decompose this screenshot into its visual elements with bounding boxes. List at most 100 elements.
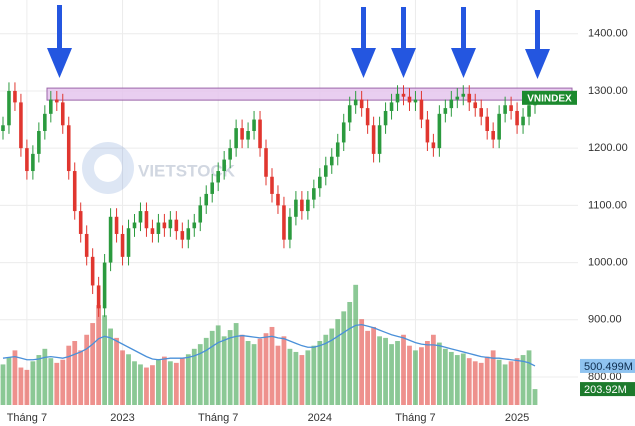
candle-body xyxy=(144,211,149,229)
volume-bar xyxy=(502,364,508,405)
volume-bar xyxy=(161,356,167,405)
candle-body xyxy=(449,99,454,109)
candle-body xyxy=(270,176,274,194)
axis-layer: 800.00 900.00 1000.00 1100.00 1200.00 1300.00… xyxy=(7,28,635,424)
volume-bar xyxy=(179,358,185,405)
candle-body xyxy=(312,188,316,200)
candle-body xyxy=(31,153,35,172)
arrow-head xyxy=(451,48,476,78)
volume-bar xyxy=(156,358,161,405)
candle-body xyxy=(509,105,513,111)
volume-bar xyxy=(84,334,90,405)
volume-bar xyxy=(24,369,30,405)
candle-body xyxy=(473,102,478,109)
volume-bar xyxy=(18,367,24,405)
candle-body xyxy=(120,233,125,257)
candle-body xyxy=(180,231,185,240)
candle-body xyxy=(359,99,364,109)
candle-body xyxy=(78,211,83,234)
candle-body xyxy=(150,228,155,234)
candle-body xyxy=(43,113,47,131)
candle-body xyxy=(138,211,143,223)
x-tick-label: Tháng 7 xyxy=(395,412,435,424)
candle-body xyxy=(521,116,525,126)
y-tick-label: 800.00 xyxy=(588,371,622,383)
candle-body xyxy=(264,148,268,177)
watermark: VIETSTOCK xyxy=(138,161,236,180)
candle-body xyxy=(389,102,394,111)
candle-body xyxy=(461,93,466,97)
volume-bar xyxy=(413,350,418,405)
volume_ma-value-box xyxy=(580,358,635,373)
arrow-shaft xyxy=(361,7,366,51)
volume-ma-line xyxy=(2,323,536,367)
arrow-shaft xyxy=(401,7,406,51)
candle-body xyxy=(276,193,280,206)
volume-bar xyxy=(347,301,353,405)
series-label: VNINDEX xyxy=(527,93,572,104)
volume-bar xyxy=(215,325,221,405)
volume-bar xyxy=(532,389,538,405)
volume-bar xyxy=(257,338,263,405)
volume-bar xyxy=(138,364,143,405)
volume-bar xyxy=(54,362,60,405)
candle-body xyxy=(485,116,489,131)
volume-bar xyxy=(365,330,371,405)
volume-bar xyxy=(460,353,466,405)
candle-body xyxy=(323,165,328,177)
candle-body xyxy=(300,199,304,212)
candle-body xyxy=(335,142,340,157)
y-tick-label: 1000.00 xyxy=(588,256,628,268)
candle-body xyxy=(503,105,507,114)
candle-body xyxy=(198,205,203,223)
candle-body xyxy=(306,199,310,212)
volume-bar xyxy=(448,351,454,405)
volume-bar xyxy=(6,357,12,405)
volume-bar xyxy=(425,341,430,405)
volume-bar xyxy=(120,350,125,405)
candle-body xyxy=(192,222,197,229)
volume-bar xyxy=(66,345,72,405)
arrows xyxy=(47,5,550,79)
volume-bar xyxy=(36,355,42,405)
volume-bar xyxy=(209,330,215,405)
candle-body xyxy=(282,205,286,240)
watermark-logo xyxy=(82,142,134,194)
candle-body xyxy=(437,113,442,149)
volume-bar xyxy=(185,354,191,405)
candle-body xyxy=(102,262,107,309)
volume-bar xyxy=(341,311,347,405)
candle-body xyxy=(25,148,29,172)
candle-body xyxy=(186,228,191,240)
candle-body xyxy=(222,159,226,172)
candle-body xyxy=(13,90,17,103)
candle-body xyxy=(90,256,95,286)
highlight-band xyxy=(46,87,573,101)
volume-bar xyxy=(269,326,275,405)
candle-body xyxy=(515,110,519,126)
arrow-head xyxy=(351,48,376,78)
volume-bar xyxy=(72,341,78,405)
candle-body xyxy=(527,105,531,117)
candle-body xyxy=(258,119,262,149)
candle-body xyxy=(60,102,65,126)
x-tick-label: Tháng 7 xyxy=(198,412,238,424)
y-tick-label: 1300.00 xyxy=(588,85,628,97)
volume-bar xyxy=(454,355,460,405)
arrow-shaft xyxy=(535,10,540,52)
volume-bar xyxy=(496,359,502,405)
volume-bar xyxy=(514,358,520,405)
candle-body xyxy=(425,119,430,143)
candle-body xyxy=(156,222,161,234)
series-label-box xyxy=(522,90,577,105)
volume-layer xyxy=(0,284,538,405)
volume-bar xyxy=(12,350,18,405)
volume-bar xyxy=(239,334,245,405)
candle-body xyxy=(443,108,448,114)
arrow-shaft xyxy=(461,7,466,51)
candle-body xyxy=(216,171,220,183)
volume-bar xyxy=(150,365,155,405)
candle-body xyxy=(347,105,352,123)
volume-bar xyxy=(305,350,311,405)
volume-bar xyxy=(484,356,490,405)
